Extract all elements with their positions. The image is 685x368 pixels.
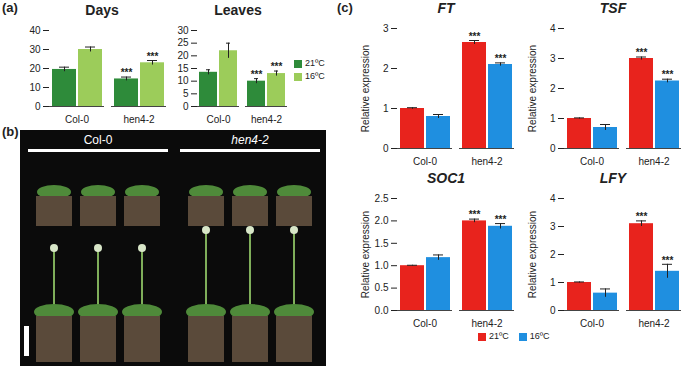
svg-text:15: 15 [177, 63, 189, 74]
svg-text:***: *** [662, 69, 674, 80]
svg-text:***: *** [495, 53, 507, 64]
svg-text:0: 0 [550, 305, 556, 316]
svg-text:4: 4 [550, 193, 556, 204]
svg-text:20: 20 [177, 50, 189, 61]
svg-text:10: 10 [177, 75, 189, 86]
svg-text:Col-0: Col-0 [65, 114, 89, 124]
svg-text:3: 3 [550, 53, 556, 64]
svg-text:0: 0 [183, 101, 189, 112]
svg-text:2.0: 2.0 [375, 215, 389, 226]
svg-text:***: *** [495, 214, 507, 225]
svg-text:Col-0: Col-0 [207, 114, 231, 124]
svg-text:hen4-2: hen4-2 [638, 156, 670, 166]
svg-text:1.5: 1.5 [375, 238, 389, 249]
svg-text:3: 3 [383, 23, 389, 34]
svg-text:0: 0 [35, 101, 41, 112]
svg-text:hen4-2: hen4-2 [123, 114, 155, 124]
svg-text:30: 30 [29, 44, 41, 55]
svg-text:***: *** [147, 51, 159, 62]
svg-text:Col-0: Col-0 [413, 318, 437, 328]
svg-text:2: 2 [550, 249, 556, 260]
svg-text:Relative expression: Relative expression [527, 45, 538, 132]
svg-text:***: *** [251, 69, 263, 80]
svg-text:hen4-2: hen4-2 [231, 133, 269, 147]
svg-text:10: 10 [29, 82, 41, 93]
svg-text:***: *** [636, 47, 648, 58]
html-text:TSF: TSF [599, 0, 627, 16]
svg-text:1: 1 [550, 277, 556, 288]
svg-text:Relative expression: Relative expression [527, 211, 538, 298]
html-text:LFY: LFY [599, 170, 627, 186]
svg-text:hen4-2: hen4-2 [638, 318, 670, 328]
html-text:(a): (a) [2, 0, 18, 15]
svg-text:0.0: 0.0 [375, 305, 389, 316]
html-text:21ºC: 21ºC [489, 331, 509, 341]
html-text:(c): (c) [337, 0, 353, 15]
svg-text:1.0: 1.0 [375, 260, 389, 271]
svg-text:0.5: 0.5 [375, 282, 389, 293]
svg-text:1: 1 [383, 103, 389, 114]
svg-text:***: *** [469, 209, 481, 220]
svg-text:***: *** [469, 31, 481, 42]
svg-text:4: 4 [550, 23, 556, 34]
svg-text:Col-0: Col-0 [580, 156, 604, 166]
svg-text:40: 40 [29, 25, 41, 36]
svg-text:hen4-2: hen4-2 [471, 318, 503, 328]
svg-text:***: *** [636, 211, 648, 222]
html-text:FT: FT [437, 0, 455, 16]
svg-text:25: 25 [177, 37, 189, 48]
html-text:(b): (b) [2, 124, 19, 139]
svg-text:Col-0: Col-0 [413, 156, 437, 166]
html-text:16ºC: 16ºC [305, 71, 325, 81]
svg-text:0: 0 [550, 143, 556, 154]
svg-text:1: 1 [550, 113, 556, 124]
html-text:Days: Days [85, 2, 119, 18]
svg-text:Relative expression: Relative expression [360, 45, 371, 132]
svg-text:30: 30 [177, 25, 189, 36]
svg-text:***: *** [662, 255, 674, 266]
svg-text:3: 3 [550, 221, 556, 232]
svg-text:2: 2 [550, 83, 556, 94]
svg-text:Relative expression: Relative expression [360, 211, 371, 298]
svg-text:20: 20 [29, 63, 41, 74]
html-text:SOC1: SOC1 [426, 170, 466, 186]
html-text:16ºC: 16ºC [529, 331, 550, 341]
svg-text:5: 5 [183, 88, 189, 99]
html-text:21ºC: 21ºC [305, 58, 325, 68]
svg-text:hen4-2: hen4-2 [471, 156, 503, 166]
svg-text:2.5: 2.5 [375, 193, 389, 204]
svg-text:0: 0 [383, 143, 389, 154]
svg-text:***: *** [271, 61, 283, 72]
svg-text:Col-0: Col-0 [580, 318, 604, 328]
svg-text:2: 2 [383, 63, 389, 74]
svg-text:hen4-2: hen4-2 [251, 114, 283, 124]
svg-text:Col-0: Col-0 [84, 133, 113, 147]
html-text:Leaves: Leaves [214, 2, 262, 18]
svg-text:***: *** [121, 67, 133, 78]
